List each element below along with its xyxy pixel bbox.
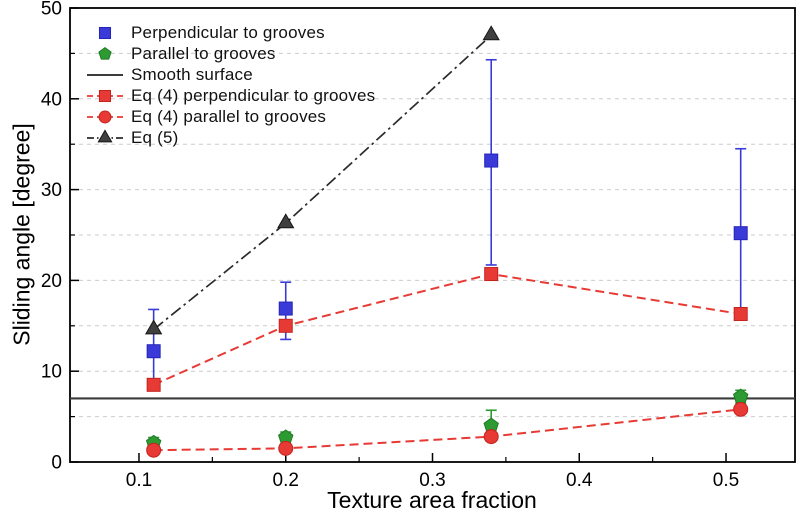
legend-glyph-perpendicular-to-grooves <box>98 26 112 39</box>
legend-marker-smooth-surface <box>87 73 123 76</box>
marker-eq-5 <box>482 25 500 41</box>
marker-parallel-to-grooves <box>732 388 749 404</box>
x-tick-label: 0.2 <box>273 470 299 491</box>
y-tick-label: 40 <box>41 89 62 110</box>
series-line-eq-4-perpendicular-to-grooves <box>153 273 741 386</box>
marker-perpendicular-to-grooves <box>146 344 161 359</box>
x-axis-title: Texture area fraction <box>327 487 537 513</box>
legend-label: Eq (5) <box>131 127 179 147</box>
y-tick-label: 0 <box>51 453 62 474</box>
x-tick-label: 0.5 <box>713 470 739 491</box>
x-tick-label: 0.1 <box>126 470 152 491</box>
y-tick-label: 50 <box>41 0 62 20</box>
legend-glyph-parallel-to-grooves <box>98 46 112 60</box>
marker-perpendicular-to-grooves <box>484 153 499 168</box>
legend-label: Parallel to grooves <box>131 43 276 63</box>
marker-eq-4-perpendicular-to-grooves <box>278 318 293 333</box>
legend-glyph-eq-4-perpendicular-to-grooves <box>98 89 112 102</box>
legend-glyph-eq-4-parallel-to-grooves <box>98 110 112 123</box>
legend: Perpendicular to grooves Parallel to groo… <box>86 22 375 148</box>
marker-perpendicular-to-grooves <box>733 226 748 241</box>
legend-marker-eq-5 <box>87 128 123 142</box>
series-line-eq-5 <box>153 34 492 331</box>
y-tick-label: 30 <box>41 180 62 201</box>
legend-marker-eq-4-perpendicular-to-grooves <box>87 89 123 102</box>
legend-item-smooth-surface: Smooth surface <box>86 64 375 85</box>
y-tick-label: 20 <box>41 271 62 292</box>
legend-item-eq-4-parallel-to-grooves: Eq (4) parallel to grooves <box>86 106 375 127</box>
y-axis-title: Sliding angle [degree] <box>8 123 35 346</box>
legend-label: Eq (4) parallel to grooves <box>131 106 327 126</box>
marker-eq-5 <box>144 319 163 335</box>
legend-marker-parallel-to-grooves <box>98 46 112 60</box>
legend-label: Perpendicular to grooves <box>131 22 325 42</box>
legend-item-eq-4-perpendicular-to-grooves: Eq (4) perpendicular to grooves <box>86 85 375 106</box>
marker-eq-4-parallel-to-grooves <box>278 440 294 456</box>
marker-eq-4-perpendicular-to-grooves <box>484 267 499 282</box>
legend-label: Eq (4) perpendicular to grooves <box>131 85 376 105</box>
legend-item-perpendicular-to-grooves: Perpendicular to grooves <box>86 22 375 43</box>
marker-eq-4-parallel-to-grooves <box>146 442 162 458</box>
legend-marker-perpendicular-to-grooves <box>98 26 112 39</box>
marker-eq-4-perpendicular-to-grooves <box>146 377 161 392</box>
marker-eq-4-parallel-to-grooves <box>733 401 749 417</box>
x-tick-label: 0.3 <box>419 470 445 491</box>
marker-eq-5 <box>277 213 295 229</box>
marker-eq-4-parallel-to-grooves <box>483 429 499 445</box>
x-tick-label: 0.4 <box>566 470 593 491</box>
y-tick-label: 10 <box>41 362 62 383</box>
legend-label: Smooth surface <box>131 64 253 84</box>
marker-eq-4-perpendicular-to-grooves <box>733 306 748 321</box>
series-line-eq-4-parallel-to-grooves <box>153 408 741 452</box>
marker-perpendicular-to-grooves <box>278 301 293 316</box>
legend-glyph-eq-5 <box>97 128 113 142</box>
legend-item-parallel-to-grooves: Parallel to grooves <box>86 43 375 64</box>
legend-item-eq-5: Eq (5) <box>86 127 375 148</box>
legend-marker-eq-4-parallel-to-grooves <box>87 110 123 123</box>
